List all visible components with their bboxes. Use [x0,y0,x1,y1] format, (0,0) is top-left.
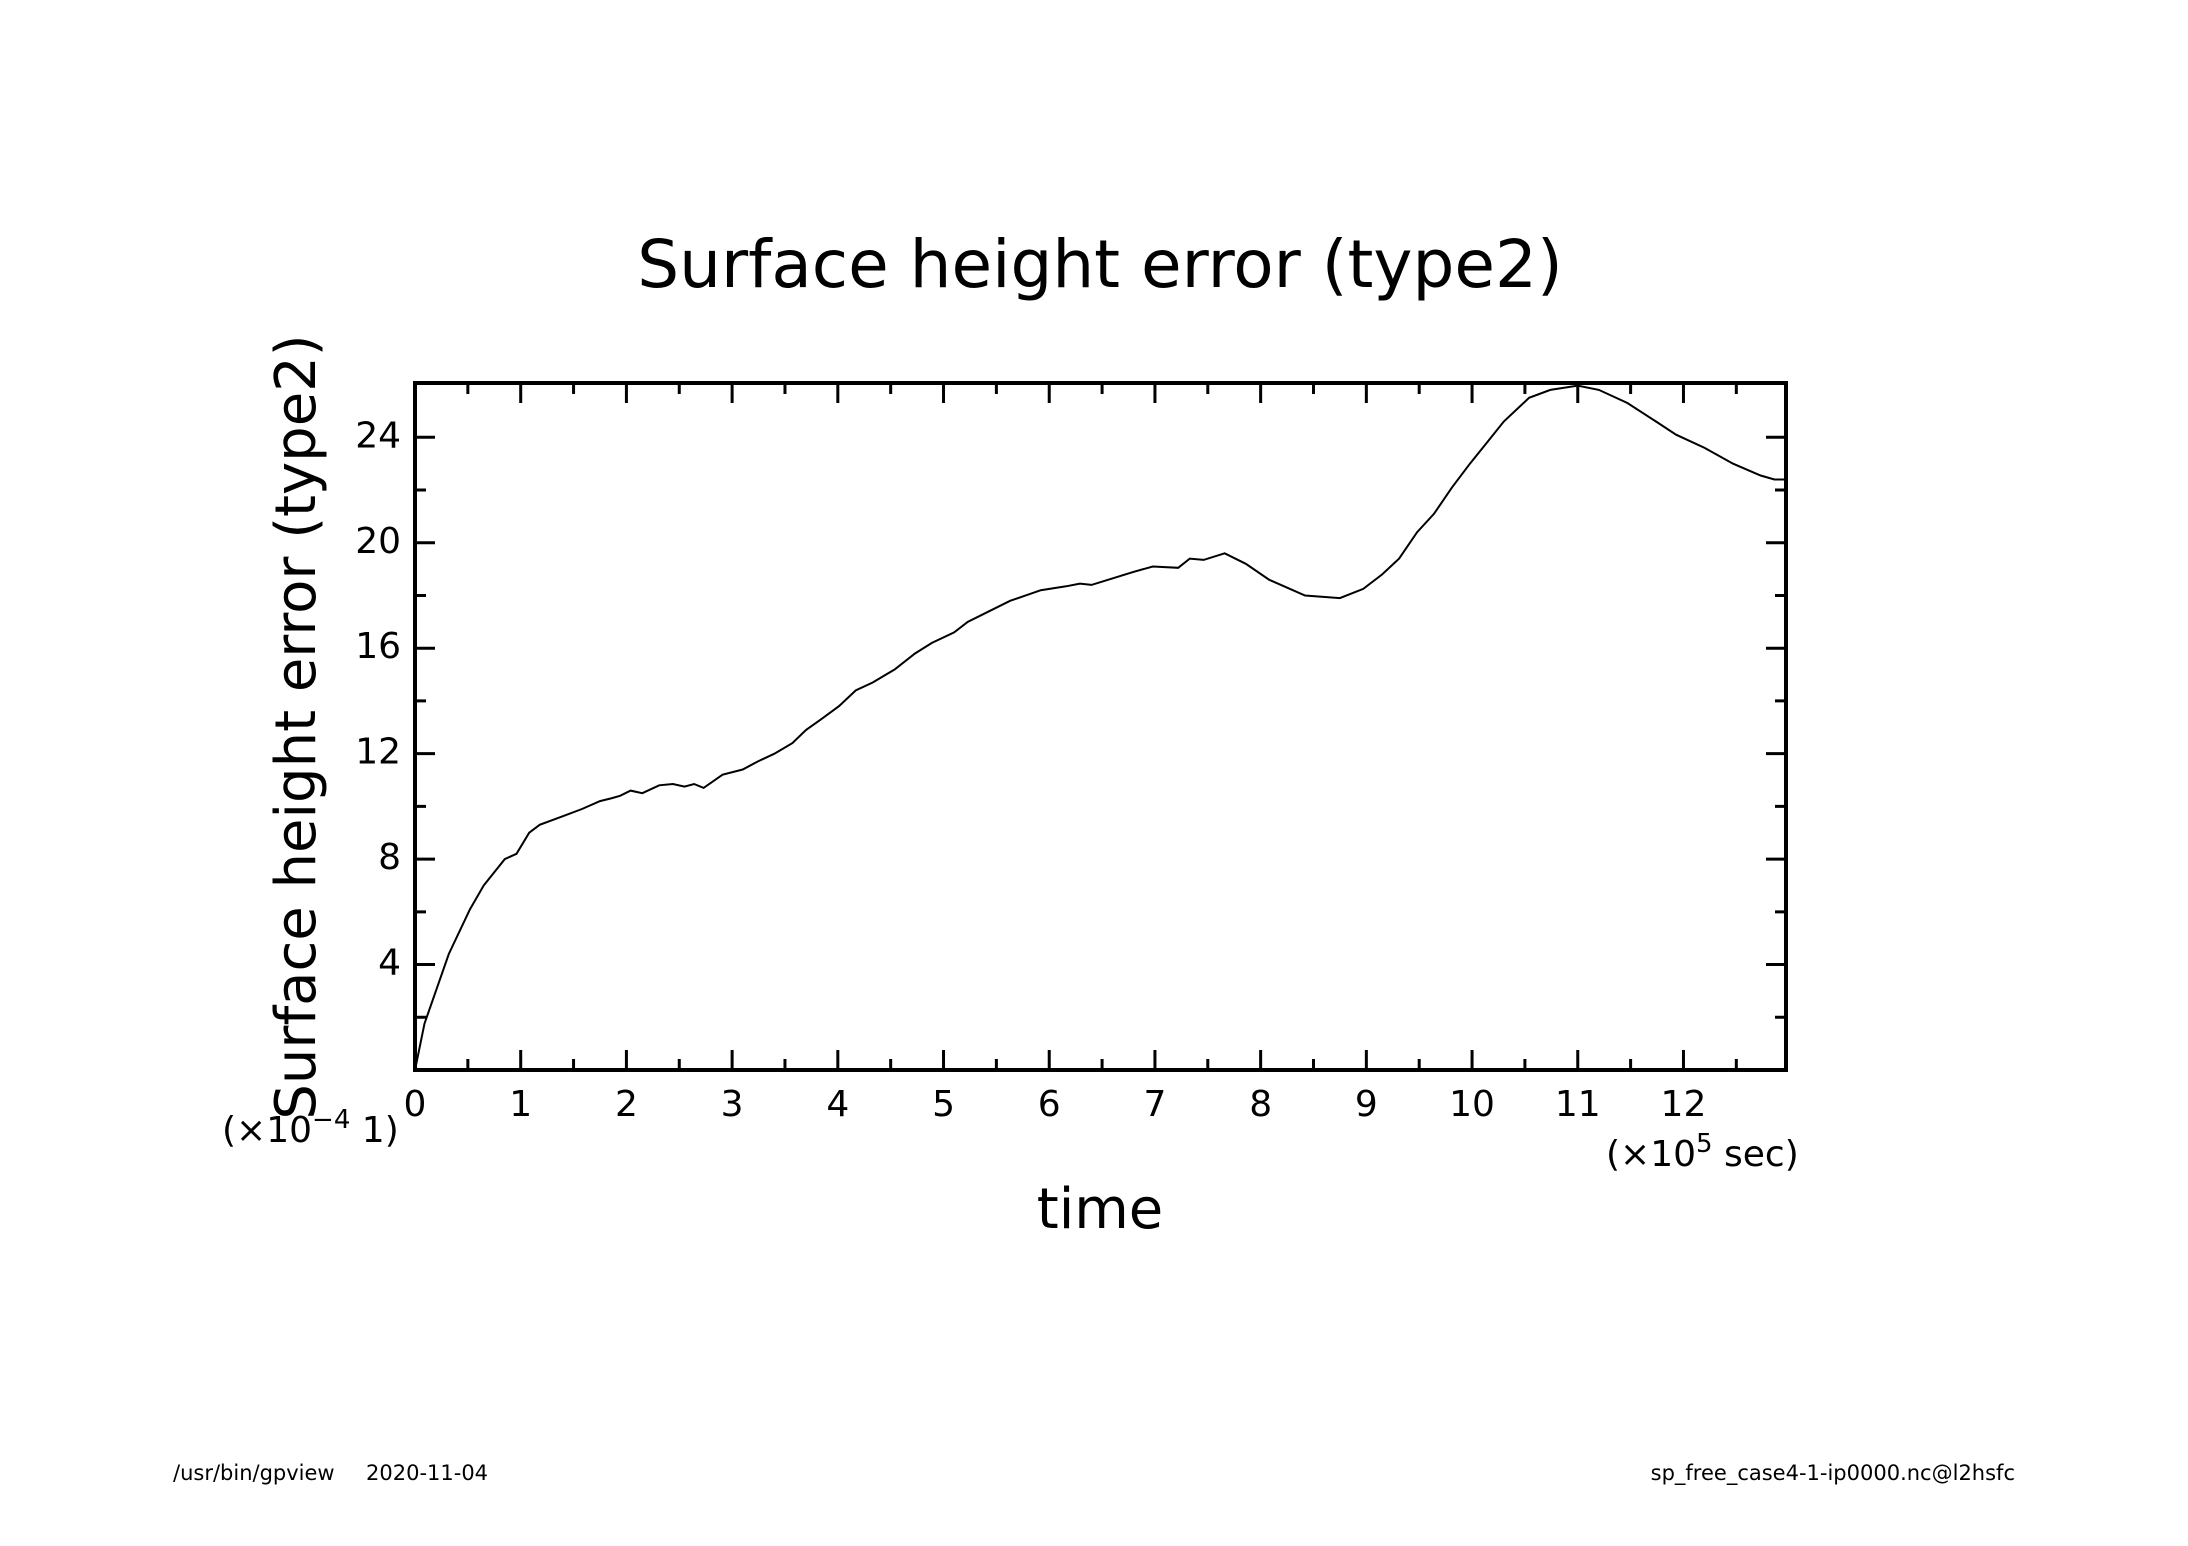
footer-date: 2020-11-04 [366,1461,488,1485]
footer-source: sp_free_case4-1-ip0000.nc@l2hsfc [1651,1461,2015,1486]
x-tick-label: 0 [404,1084,427,1125]
x-tick-label: 11 [1555,1084,1601,1125]
footer-program: /usr/bin/gpview [173,1461,335,1485]
x-tick-label: 1 [509,1084,532,1125]
x-multiplier-exponent: 5 [1696,1129,1713,1159]
plot-frame [413,381,1788,1072]
x-tick-label: 3 [721,1084,744,1125]
x-axis-label: time [1037,1177,1164,1242]
y-multiplier-prefix: (×10 [222,1110,312,1151]
y-tick-label: 4 [378,943,401,984]
y-axis-label: Surface height error (type2) [264,334,329,1119]
x-tick-label: 5 [932,1084,955,1125]
y-multiplier-exponent: −4 [312,1105,350,1135]
y-tick-label: 12 [355,732,401,773]
x-tick-label: 9 [1355,1084,1378,1125]
x-multiplier: (×105 sec) [1606,1129,1799,1176]
x-tick-label: 4 [826,1084,849,1125]
x-tick-label: 8 [1249,1084,1272,1125]
y-multiplier: (×10−4 1) [222,1105,399,1152]
x-tick-label: 2 [615,1084,638,1125]
chart-title: Surface height error (type2) [637,226,1562,303]
x-tick-label: 6 [1038,1084,1061,1125]
y-multiplier-suffix: 1) [350,1110,398,1151]
y-tick-label: 24 [355,415,401,456]
data-line [414,384,1786,1071]
y-tick-label: 20 [355,521,401,562]
x-multiplier-prefix: (×10 [1606,1134,1696,1175]
x-tick-label: 12 [1661,1084,1707,1125]
y-tick-label: 16 [355,626,401,667]
x-multiplier-suffix: sec) [1713,1134,1799,1175]
x-tick-label: 10 [1449,1084,1495,1125]
y-tick-label: 8 [378,837,401,878]
x-tick-label: 7 [1143,1084,1166,1125]
